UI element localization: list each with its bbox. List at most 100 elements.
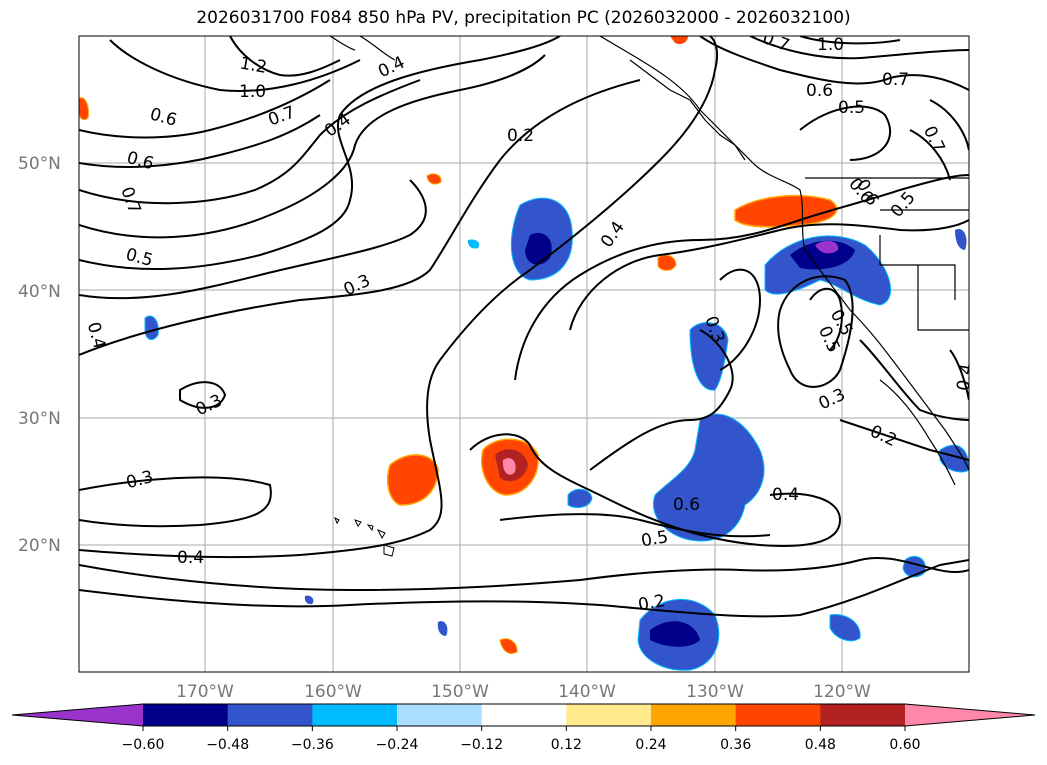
contour-line xyxy=(79,179,427,300)
alaska-islands xyxy=(629,59,746,161)
colorbar-tick-label: −0.12 xyxy=(460,737,503,753)
lat-label-40n: 40°N xyxy=(18,282,61,302)
contour-line xyxy=(79,559,969,618)
contour-line xyxy=(109,39,361,92)
contour-line xyxy=(499,513,771,538)
precip-area-darkblue xyxy=(525,232,552,265)
lon-label-140w: 140°W xyxy=(558,682,616,702)
contour-line xyxy=(799,105,891,161)
colorbar-tick-label: −0.24 xyxy=(376,737,419,753)
precip-area-darkblue xyxy=(790,240,855,270)
contour-line xyxy=(949,349,969,401)
colorbar-extend-high xyxy=(905,704,1035,726)
contour-label: 0.4 xyxy=(953,362,977,392)
contour-label: 1.0 xyxy=(239,82,266,102)
colorbar-tick-label: −0.60 xyxy=(122,737,165,753)
map-title: 2026031700 F084 850 hPa PV, precipitatio… xyxy=(196,8,851,28)
contour-label: 1.2 xyxy=(238,54,268,78)
graticule xyxy=(79,36,969,672)
colorbar-segment xyxy=(312,704,398,726)
contour-line xyxy=(179,381,227,409)
contour-label: 0.6 xyxy=(673,495,700,515)
precip-area-pink xyxy=(502,458,516,475)
map-area xyxy=(79,36,969,672)
latitude-labels: 50°N 40°N 30°N 20°N xyxy=(18,154,61,556)
contour-label: 0.4 xyxy=(772,485,799,505)
colorbar: −0.60 −0.48 −0.36 −0.24 −0.12 0.12 0.24 0.36 0.4… xyxy=(11,703,1036,753)
contour-line xyxy=(79,79,641,356)
precip-area-blue xyxy=(567,488,593,509)
hawaiian-islands xyxy=(334,516,395,557)
contour-line xyxy=(839,419,969,461)
lon-label-170w: 170°W xyxy=(176,682,234,702)
contour-line xyxy=(859,339,969,421)
precip-area-red xyxy=(499,638,518,654)
colorbar-segment xyxy=(735,704,821,726)
colorbar-segment xyxy=(820,704,906,726)
colorbar-segment xyxy=(481,704,567,726)
colorbar-tick-label: 0.12 xyxy=(551,737,582,753)
precip-area-red xyxy=(426,173,442,185)
contour-label: 0.2 xyxy=(637,591,667,615)
contour-line xyxy=(79,36,719,559)
colorbar-segment xyxy=(227,704,313,726)
precip-area-red xyxy=(734,194,838,228)
contour-line xyxy=(777,275,854,388)
contour-label: 0.5 xyxy=(640,527,670,551)
precip-area-red xyxy=(387,454,439,506)
precip-area-blue xyxy=(144,315,159,341)
contour-line xyxy=(229,36,341,77)
contour-line xyxy=(719,268,762,371)
precip-area-red xyxy=(670,36,688,45)
precip-area-blue xyxy=(304,595,314,605)
colorbar-segment xyxy=(566,704,652,726)
precip-area-darkblue xyxy=(650,621,700,647)
precip-area-blue xyxy=(467,239,480,249)
colorbar-tick-label: 0.48 xyxy=(805,737,836,753)
contour-line xyxy=(79,476,272,528)
colorbar-segment xyxy=(143,704,229,726)
colorbar-tick-label: −0.36 xyxy=(291,737,334,753)
precip-area-purple xyxy=(815,240,839,254)
contour-label: 0.4 xyxy=(177,548,204,568)
contour-line xyxy=(514,174,969,381)
coastline-north xyxy=(329,36,396,61)
contour-line xyxy=(79,54,546,239)
contour-line xyxy=(909,129,951,181)
pv-contours xyxy=(79,36,969,618)
contour-line xyxy=(929,99,969,151)
contour-label: 1.0 xyxy=(817,35,844,55)
colorbar-tick-label: 0.36 xyxy=(720,737,751,753)
precip-area-blue xyxy=(653,413,765,542)
baja-coast xyxy=(879,379,956,486)
contour-label: 0.7 xyxy=(882,70,909,90)
colorbar-tick-label: −0.48 xyxy=(206,737,249,753)
precip-area-blue xyxy=(437,621,448,636)
lat-label-20n: 20°N xyxy=(18,536,61,556)
longitude-labels: 170°W 160°W 150°W 140°W 130°W 120°W xyxy=(176,682,871,702)
lon-label-150w: 150°W xyxy=(431,682,489,702)
contour-label: 0.2 xyxy=(507,126,534,146)
map-frame xyxy=(78,35,970,673)
contour-label: 0.6 xyxy=(806,81,833,101)
lon-label-120w: 120°W xyxy=(813,682,871,702)
lat-label-30n: 30°N xyxy=(18,409,61,429)
contour-line xyxy=(79,79,331,139)
lat-label-50n: 50°N xyxy=(18,154,61,174)
lon-label-130w: 130°W xyxy=(686,682,744,702)
lon-label-160w: 160°W xyxy=(304,682,362,702)
contour-line xyxy=(749,36,969,60)
contour-line xyxy=(569,219,969,331)
precip-positive-areas xyxy=(79,36,838,654)
colorbar-tick-label: 0.24 xyxy=(635,737,666,753)
contour-line xyxy=(79,79,421,205)
precip-area-blue xyxy=(955,229,967,250)
colorbar-segment xyxy=(397,704,483,726)
state-border xyxy=(879,209,969,331)
colorbar-segment xyxy=(651,704,737,726)
precip-area-blue xyxy=(689,322,729,391)
contour-line xyxy=(79,556,969,592)
contour-line xyxy=(799,36,901,45)
colorbar-tick-label: 0.60 xyxy=(889,737,920,753)
